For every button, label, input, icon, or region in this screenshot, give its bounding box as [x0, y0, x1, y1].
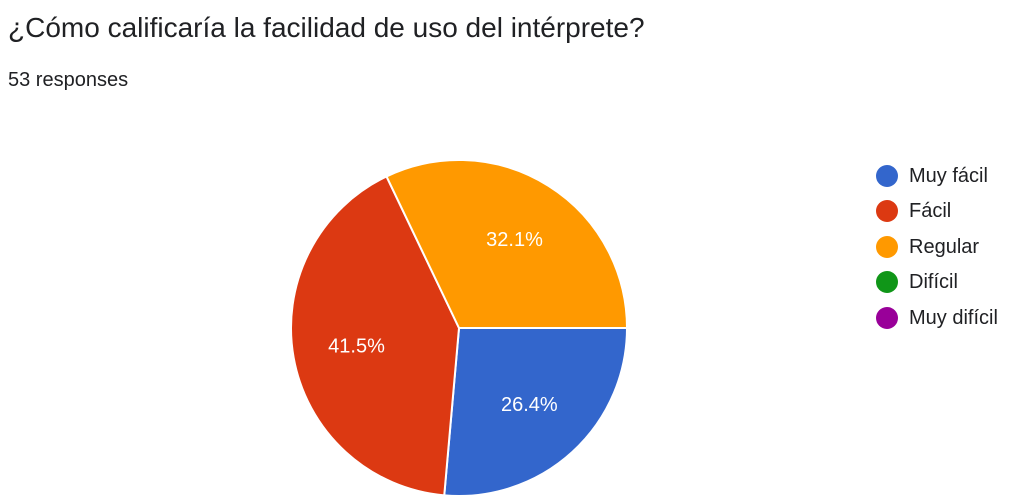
legend-item-facil[interactable]: Fácil — [876, 194, 998, 230]
legend-item-regular[interactable]: Regular — [876, 229, 998, 265]
legend-item-muy-dificil[interactable]: Muy difícil — [876, 300, 998, 336]
legend-label: Fácil — [909, 200, 952, 223]
slice-value-label-0: 26.4% — [501, 394, 558, 416]
pie-slice-1[interactable] — [290, 175, 461, 497]
slice-value-label-2: 32.1% — [486, 229, 543, 251]
legend-item-dificil[interactable]: Difícil — [876, 265, 998, 301]
legend-label: Regular — [909, 235, 980, 258]
legend-swatch — [876, 200, 898, 223]
pie-slice-0[interactable] — [443, 327, 629, 497]
legend-label: Difícil — [909, 271, 958, 294]
legend-swatch — [876, 164, 898, 187]
slice-value-label-1: 41.5% — [328, 336, 385, 358]
legend-swatch — [876, 306, 898, 329]
legend-item-muy-facil[interactable]: Muy fácil — [876, 158, 998, 194]
chart-legend: Muy fácil Fácil Regular Difícil Muy difí… — [876, 158, 998, 336]
legend-swatch — [876, 271, 898, 294]
response-count: 53 responses — [8, 69, 129, 91]
legend-label: Muy fácil — [909, 164, 988, 187]
legend-swatch — [876, 235, 898, 258]
pie-slice-2[interactable] — [385, 159, 629, 329]
question-title: ¿Cómo calificaría la facilidad de uso de… — [8, 12, 645, 43]
legend-label: Muy difícil — [909, 306, 998, 329]
